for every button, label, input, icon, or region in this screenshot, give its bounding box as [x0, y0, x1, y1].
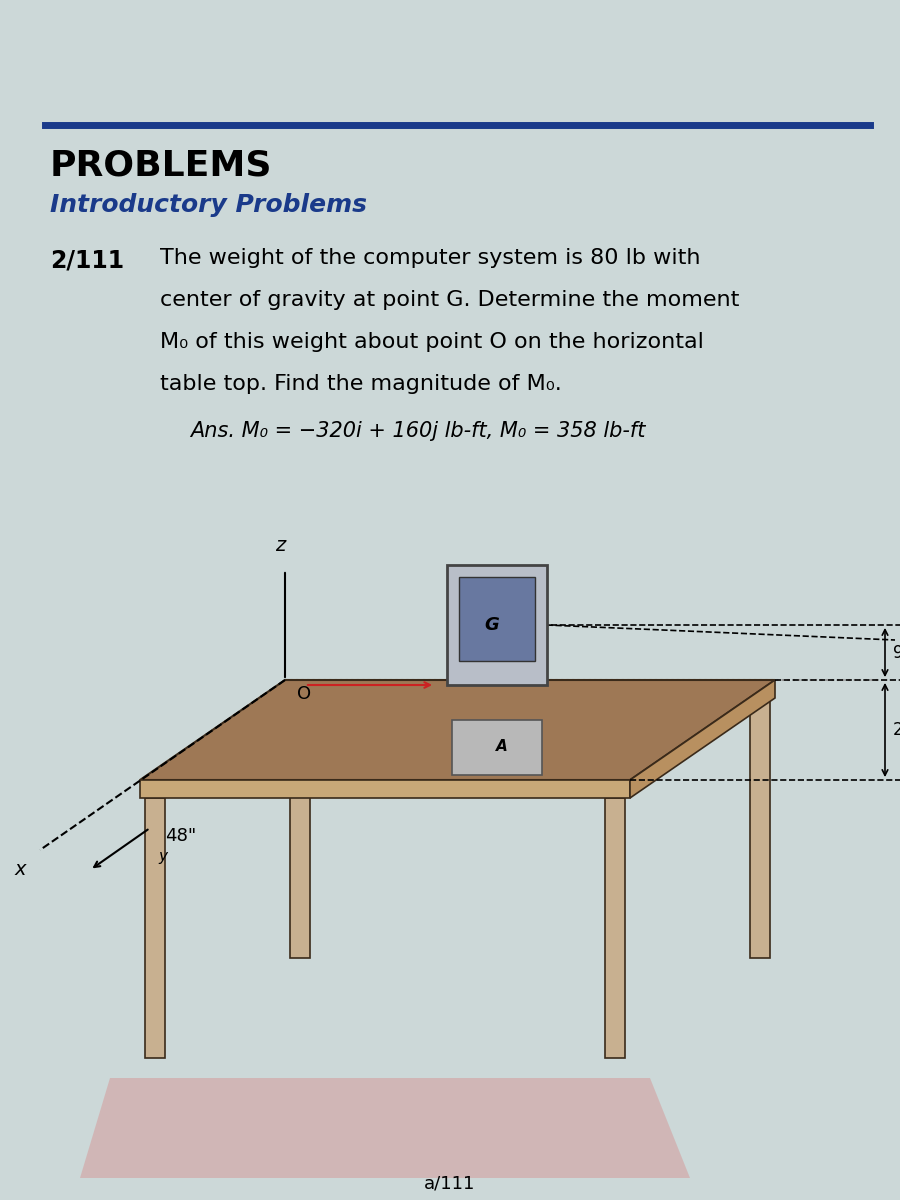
Polygon shape [459, 577, 535, 661]
Polygon shape [80, 1078, 690, 1178]
Text: center of gravity at point G. Determine the moment: center of gravity at point G. Determine … [160, 290, 740, 310]
Text: PROBLEMS: PROBLEMS [50, 148, 273, 182]
Polygon shape [750, 698, 770, 958]
Polygon shape [630, 680, 775, 798]
Polygon shape [290, 698, 310, 958]
Polygon shape [605, 798, 625, 1058]
Text: 24": 24" [893, 721, 900, 739]
Text: x: x [14, 860, 26, 878]
Text: 48": 48" [165, 827, 196, 845]
Text: A: A [496, 739, 508, 754]
Text: The weight of the computer system is 80 lb with: The weight of the computer system is 80 … [160, 248, 700, 268]
Polygon shape [140, 680, 775, 780]
Text: table top. Find the magnitude of M₀.: table top. Find the magnitude of M₀. [160, 374, 562, 394]
Text: M₀ of this weight about point O on the horizontal: M₀ of this weight about point O on the h… [160, 332, 704, 352]
Polygon shape [145, 798, 165, 1058]
Polygon shape [452, 720, 542, 775]
Text: z: z [274, 536, 285, 554]
Text: 9": 9" [893, 643, 900, 661]
Text: a/111: a/111 [424, 1175, 476, 1193]
Text: Introductory Problems: Introductory Problems [50, 193, 367, 217]
Polygon shape [446, 565, 546, 685]
Text: 2/111: 2/111 [50, 248, 124, 272]
Text: Ans. M₀ = −320i + 160j lb-ft, M₀ = 358 lb-ft: Ans. M₀ = −320i + 160j lb-ft, M₀ = 358 l… [190, 421, 645, 440]
Text: y: y [158, 848, 167, 864]
Text: O: O [297, 685, 311, 703]
Text: G: G [484, 616, 500, 634]
Polygon shape [140, 780, 630, 798]
